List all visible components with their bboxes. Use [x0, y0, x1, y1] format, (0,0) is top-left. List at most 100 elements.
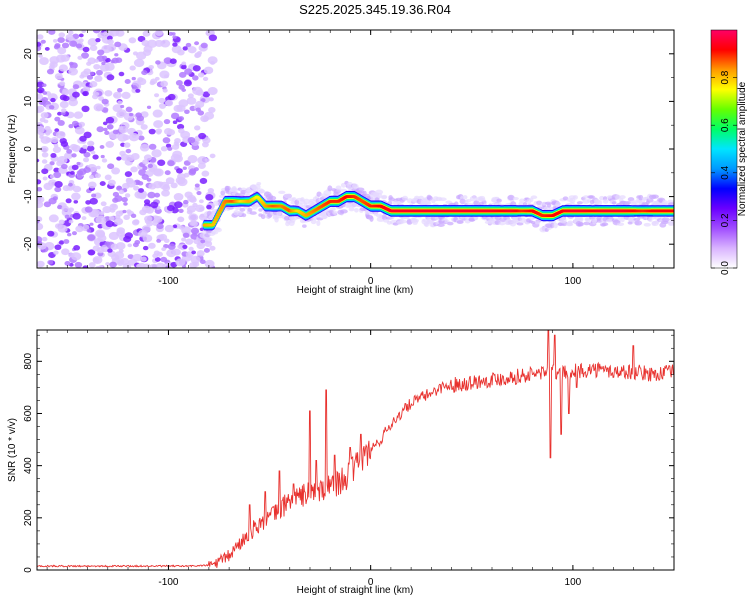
- noise-blob: [57, 36, 65, 44]
- ridge-halo: [329, 207, 336, 211]
- noise-blob: [158, 233, 168, 241]
- noise-blob: [95, 215, 106, 224]
- noise-blob: [133, 58, 145, 68]
- noise-blob: [48, 214, 59, 223]
- noise-blob: [155, 262, 166, 268]
- noise-blob: [177, 244, 184, 250]
- noise-blob: [187, 137, 196, 144]
- noise-blob: [141, 70, 148, 76]
- ridge-halo: [572, 195, 578, 200]
- noise-blob: [61, 205, 69, 212]
- ridge-halo: [348, 207, 355, 212]
- noise-blob: [89, 222, 94, 226]
- snr-plot-area: [37, 330, 674, 570]
- noise-blob: [158, 97, 166, 104]
- ridge-halo: [553, 222, 558, 229]
- noise-blob: [171, 143, 180, 150]
- ridge-halo: [535, 221, 541, 225]
- noise-blob: [68, 61, 74, 66]
- noise-blob: [156, 238, 162, 243]
- noise-blob: [96, 165, 101, 170]
- noise-blob: [78, 168, 87, 176]
- noise-blob: [181, 61, 187, 66]
- noise-blob: [167, 243, 176, 250]
- noise-blob: [100, 201, 107, 207]
- noise-blob: [118, 189, 125, 195]
- ridge-halo: [668, 220, 674, 226]
- noise-blob: [130, 213, 137, 218]
- noise-blob: [113, 93, 118, 98]
- noise-blob: [128, 132, 140, 142]
- noise-blob: [82, 46, 90, 53]
- noise-blob: [124, 79, 131, 84]
- noise-blob: [137, 77, 144, 83]
- noise-blob: [93, 192, 102, 199]
- noise-blob: [196, 242, 206, 250]
- ridge-halo: [247, 207, 253, 212]
- noise-blob: [61, 108, 67, 113]
- noise-blob: [195, 100, 205, 108]
- noise-blob: [54, 186, 62, 193]
- noise-blob: [146, 220, 154, 227]
- ridge-halo: [310, 218, 317, 225]
- noise-blob: [117, 133, 128, 142]
- noise-blob: [133, 185, 140, 191]
- noise-blob: [199, 177, 208, 184]
- noise-blob: [38, 54, 43, 58]
- noise-blob: [41, 159, 48, 164]
- noise-blob: [178, 128, 185, 134]
- noise-blob: [37, 42, 42, 47]
- noise-blob: [84, 206, 93, 213]
- noise-blob: [113, 217, 124, 226]
- noise-blob: [57, 120, 65, 126]
- noise-blob: [173, 104, 183, 113]
- ridge-halo: [634, 220, 643, 226]
- noise-blob: [104, 241, 111, 246]
- noise-blob: [152, 253, 158, 259]
- noise-blob: [61, 42, 70, 49]
- noise-blob: [49, 161, 55, 166]
- noise-blob: [138, 229, 148, 238]
- noise-blob: [69, 170, 75, 175]
- noise-blob: [62, 185, 71, 192]
- noise-blob: [93, 103, 104, 112]
- ridge-halo: [339, 188, 347, 192]
- ridge-halo: [447, 221, 454, 226]
- noise-blob: [91, 193, 97, 198]
- noise-blob: [87, 57, 96, 65]
- colorbar-ticks: 0.0 0.2 0.4 0.6 0.8: [711, 70, 737, 275]
- noise-blob: [40, 136, 51, 144]
- noise-blob: [112, 104, 123, 112]
- noise-blob: [115, 214, 121, 220]
- noise-blob: [146, 177, 152, 182]
- noise-blob: [48, 30, 56, 35]
- noise-blob: [100, 154, 105, 159]
- noise-blob: [37, 87, 45, 94]
- noise-blob: [138, 188, 145, 193]
- noise-blob: [83, 151, 91, 158]
- noise-blob: [186, 96, 197, 105]
- noise-blob: [97, 49, 105, 56]
- noise-blob: [158, 181, 164, 186]
- snr-frame: [36, 329, 675, 571]
- ridge-halo: [605, 218, 614, 223]
- ridge-halo: [456, 220, 464, 224]
- snr-panel: -100 0 100 0 200 400 600 800 Height of straight…: [7, 329, 675, 596]
- noise-blob: [138, 135, 145, 141]
- noise-blob: [206, 204, 212, 210]
- noise-blob: [160, 146, 168, 152]
- noise-blob: [82, 91, 88, 96]
- ridge-halo: [549, 206, 554, 211]
- noise-blob: [71, 164, 79, 171]
- ridge-halo: [577, 222, 584, 227]
- noise-blob: [68, 182, 73, 187]
- noise-blob: [65, 198, 72, 204]
- noise-blob: [89, 174, 95, 179]
- noise-blob: [61, 248, 70, 256]
- noise-blob: [177, 216, 185, 223]
- ridge-segment: [211, 223, 216, 226]
- noise-blob: [196, 250, 205, 257]
- ridge-halo: [599, 195, 605, 201]
- ridge-halo: [672, 220, 674, 226]
